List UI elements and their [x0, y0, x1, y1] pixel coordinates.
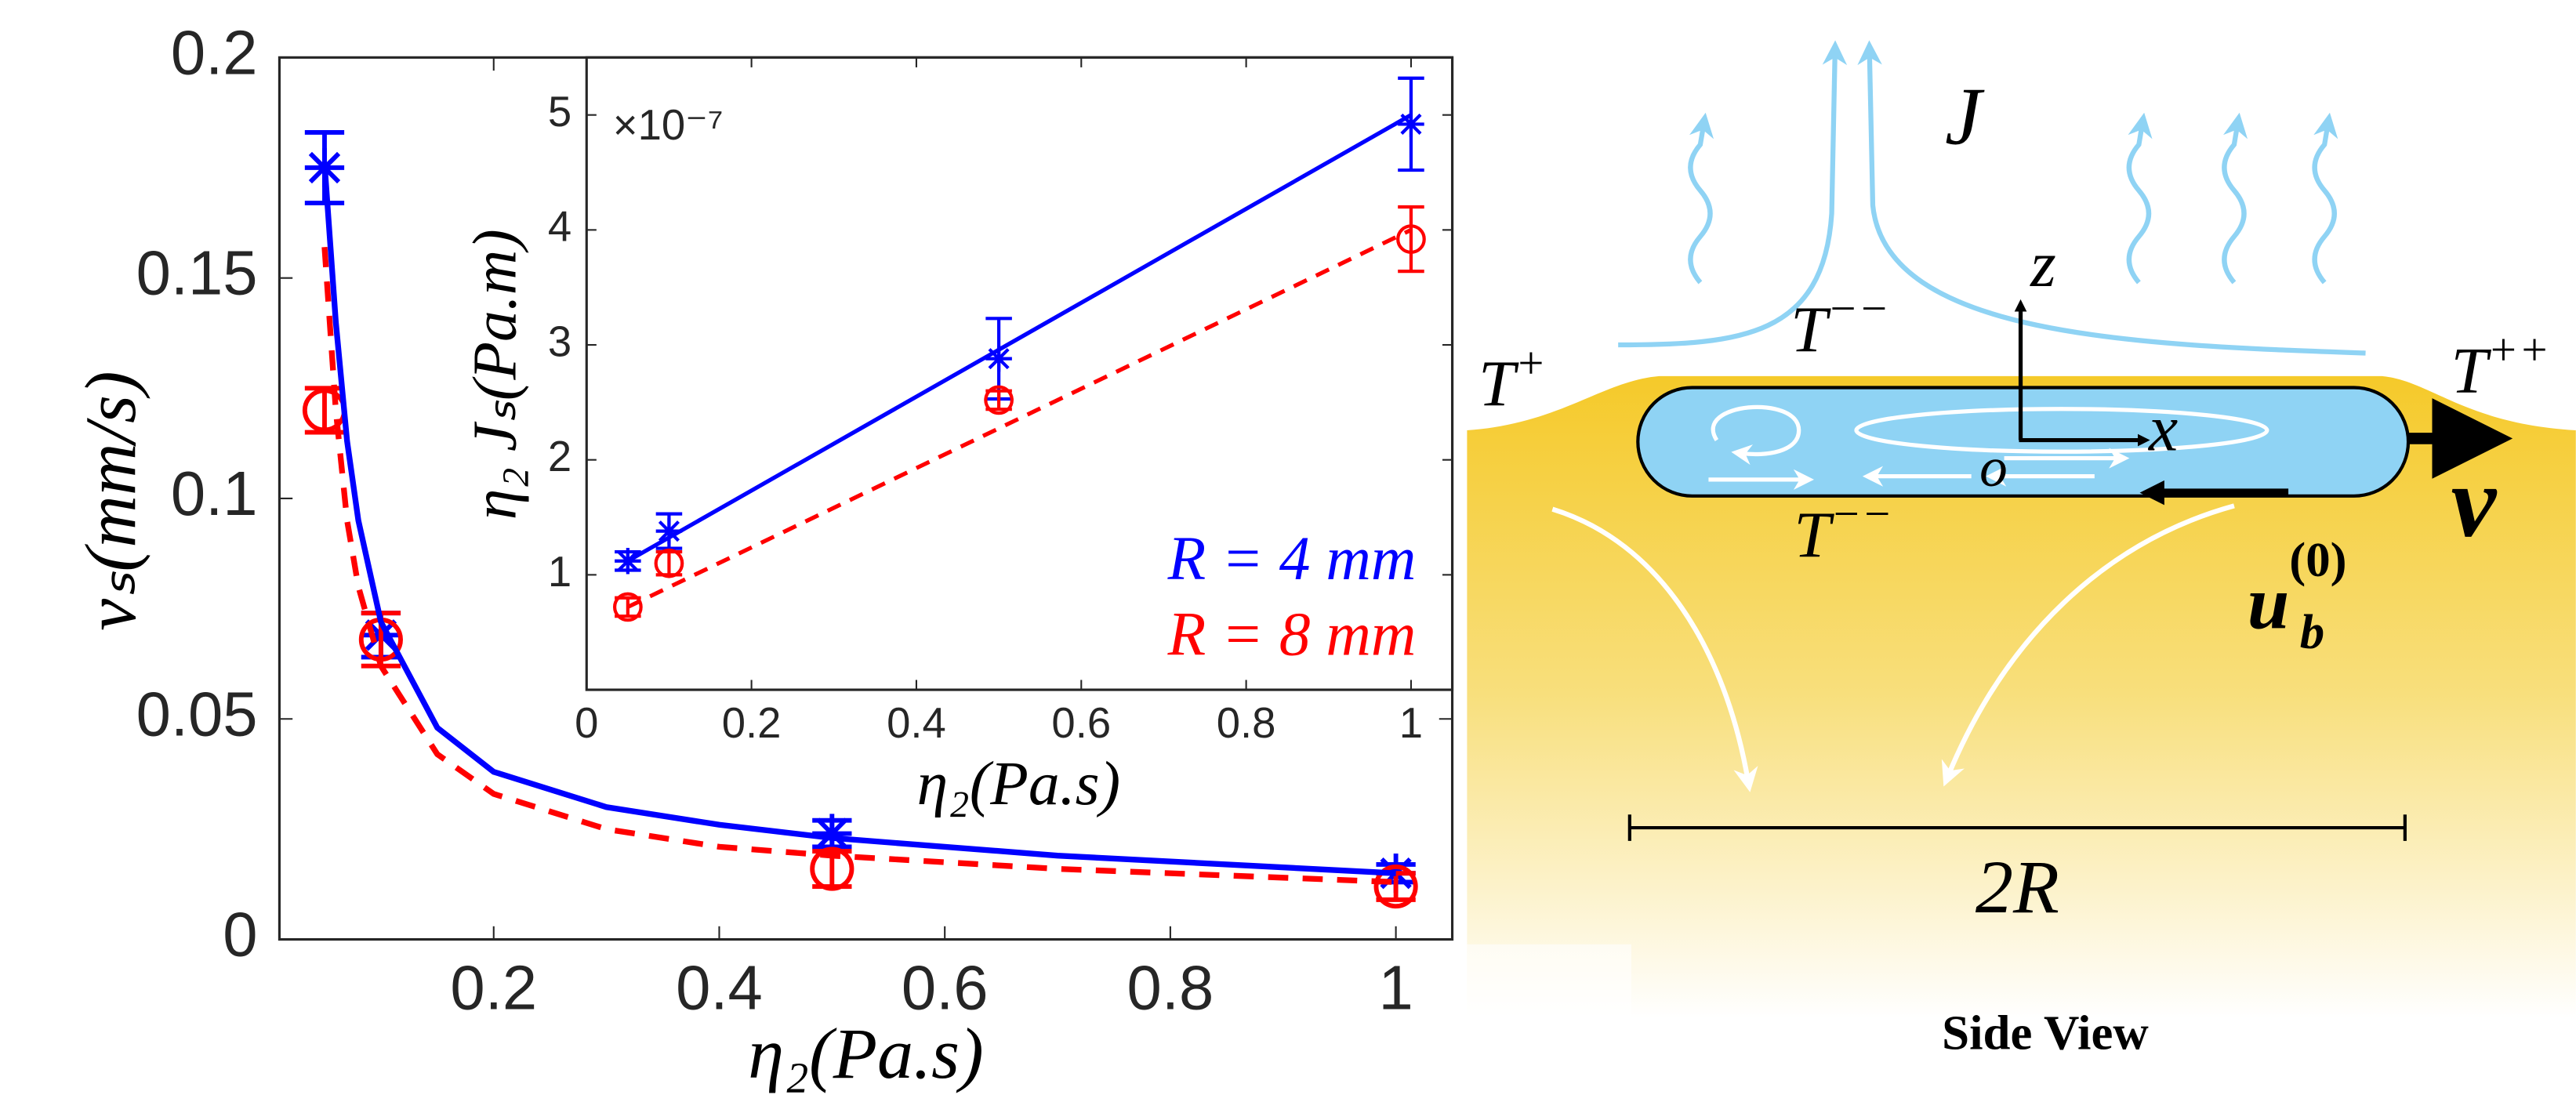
y-tick-label: 0.2 [171, 17, 258, 87]
wave [2315, 125, 2335, 282]
x-axis-label: η₂(Pa.s) [748, 1013, 984, 1093]
sup: ++ [2487, 324, 2549, 375]
x-tick-label: 1 [1378, 952, 1413, 1022]
diagram: J T−− T−− T+ T++ z x o v u(0)b 2R Side V… [1467, 53, 2575, 1102]
x-tick-label: 0.6 [902, 952, 989, 1022]
base: T [1791, 294, 1831, 367]
sub: b [2300, 604, 2324, 659]
y-tick-label: 0.05 [136, 679, 258, 749]
base: T [1478, 348, 1519, 421]
y-tick-label: 0 [223, 900, 257, 970]
x-tick-label: 0 [575, 699, 598, 747]
x-tick-label: 0.2 [450, 952, 537, 1022]
figure: J T−− T−− T+ T++ z x o v u(0)b 2R Side V… [0, 0, 2576, 1102]
y-tick-label: 0.15 [136, 238, 258, 308]
y-tick-label: 5 [548, 88, 571, 136]
x-tick-label: 0.4 [676, 952, 763, 1022]
sup: (0) [2289, 532, 2346, 587]
fade [1467, 944, 1631, 1102]
y-axis-label: vₛ(mm/s) [71, 371, 151, 630]
y-tick-label: 3 [548, 317, 571, 365]
flux-label: J [1945, 71, 1985, 161]
exponent-label: ×10⁻⁷ [613, 101, 724, 149]
page: J T−− T−− T+ T++ z x o v u(0)b 2R Side V… [0, 0, 2576, 1102]
y-tick-label: 1 [548, 548, 571, 596]
y-tick-label: 0.1 [171, 459, 258, 528]
legend-entry: R = 4 mm [1167, 524, 1417, 593]
x-tick-label: 0.4 [887, 699, 946, 747]
sup: + [1515, 338, 1547, 389]
y-tick-label: 2 [548, 433, 571, 480]
velocity-label: v [2451, 446, 2498, 559]
x-tick-label: 1 [1399, 699, 1423, 747]
base: u [2248, 561, 2290, 645]
temperature-label: T−− [1791, 284, 1889, 367]
x-tick-label: 0.8 [1127, 952, 1214, 1022]
sup: −− [1827, 284, 1889, 335]
x-tick-label: 0.6 [1051, 699, 1111, 747]
sup: −− [1830, 489, 1892, 540]
plot-area [586, 57, 1452, 690]
wave [2129, 125, 2149, 282]
axis-label: z [2030, 228, 2056, 301]
wave [2224, 125, 2244, 282]
temperature-label: T+ [1478, 338, 1546, 421]
jet-right [1870, 53, 2366, 353]
temperature-label: T++ [2451, 324, 2550, 408]
y-axis-label: η₂ Jₛ(Pa.m) [461, 229, 530, 520]
x-tick-label: 0.8 [1217, 699, 1276, 747]
wave [1690, 125, 1710, 282]
origin-label: o [1979, 437, 2008, 498]
caption: Side View [1942, 1006, 2149, 1060]
scale-label: 2R [1976, 845, 2059, 929]
y-tick-label: 4 [548, 203, 571, 251]
axis-label: x [2147, 393, 2178, 466]
vapor-flow [1618, 53, 2365, 353]
base: T [1794, 499, 1834, 572]
legend-entry: R = 8 mm [1167, 600, 1417, 669]
base: T [2451, 335, 2492, 408]
x-tick-label: 0.2 [722, 699, 782, 747]
x-axis-label: η₂(Pa.s) [917, 749, 1121, 818]
